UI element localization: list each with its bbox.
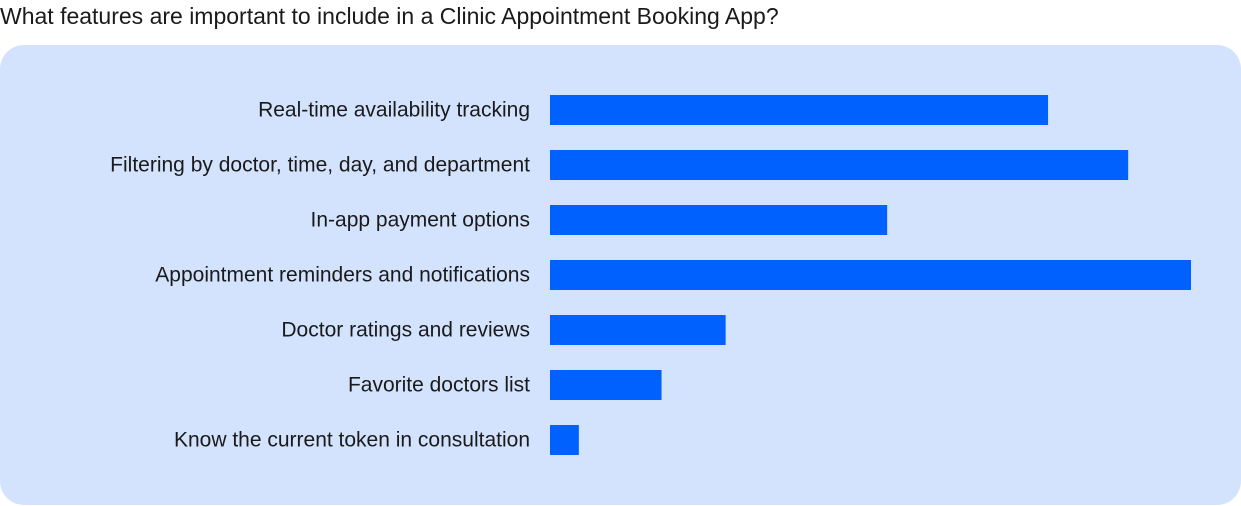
chart-panel: Real-time availability tracking Filtering… xyxy=(0,45,1241,505)
bar xyxy=(550,370,662,400)
category-label: In-app payment options xyxy=(311,209,530,232)
bar xyxy=(550,315,726,345)
category-label: Doctor ratings and reviews xyxy=(281,319,530,342)
bar xyxy=(550,205,888,235)
category-label: Appointment reminders and notifications xyxy=(155,264,530,287)
bar xyxy=(550,95,1049,125)
bar xyxy=(550,150,1129,180)
category-label: Know the current token in consultation xyxy=(174,429,530,452)
chart-title: What features are important to include i… xyxy=(0,3,779,29)
bar-chart: Real-time availability tracking Filtering… xyxy=(110,95,1191,455)
bar xyxy=(550,425,579,455)
category-label: Filtering by doctor, time, day, and depa… xyxy=(110,154,530,177)
category-label: Real-time availability tracking xyxy=(258,99,530,122)
category-label: Favorite doctors list xyxy=(348,374,530,397)
bar xyxy=(550,260,1191,290)
